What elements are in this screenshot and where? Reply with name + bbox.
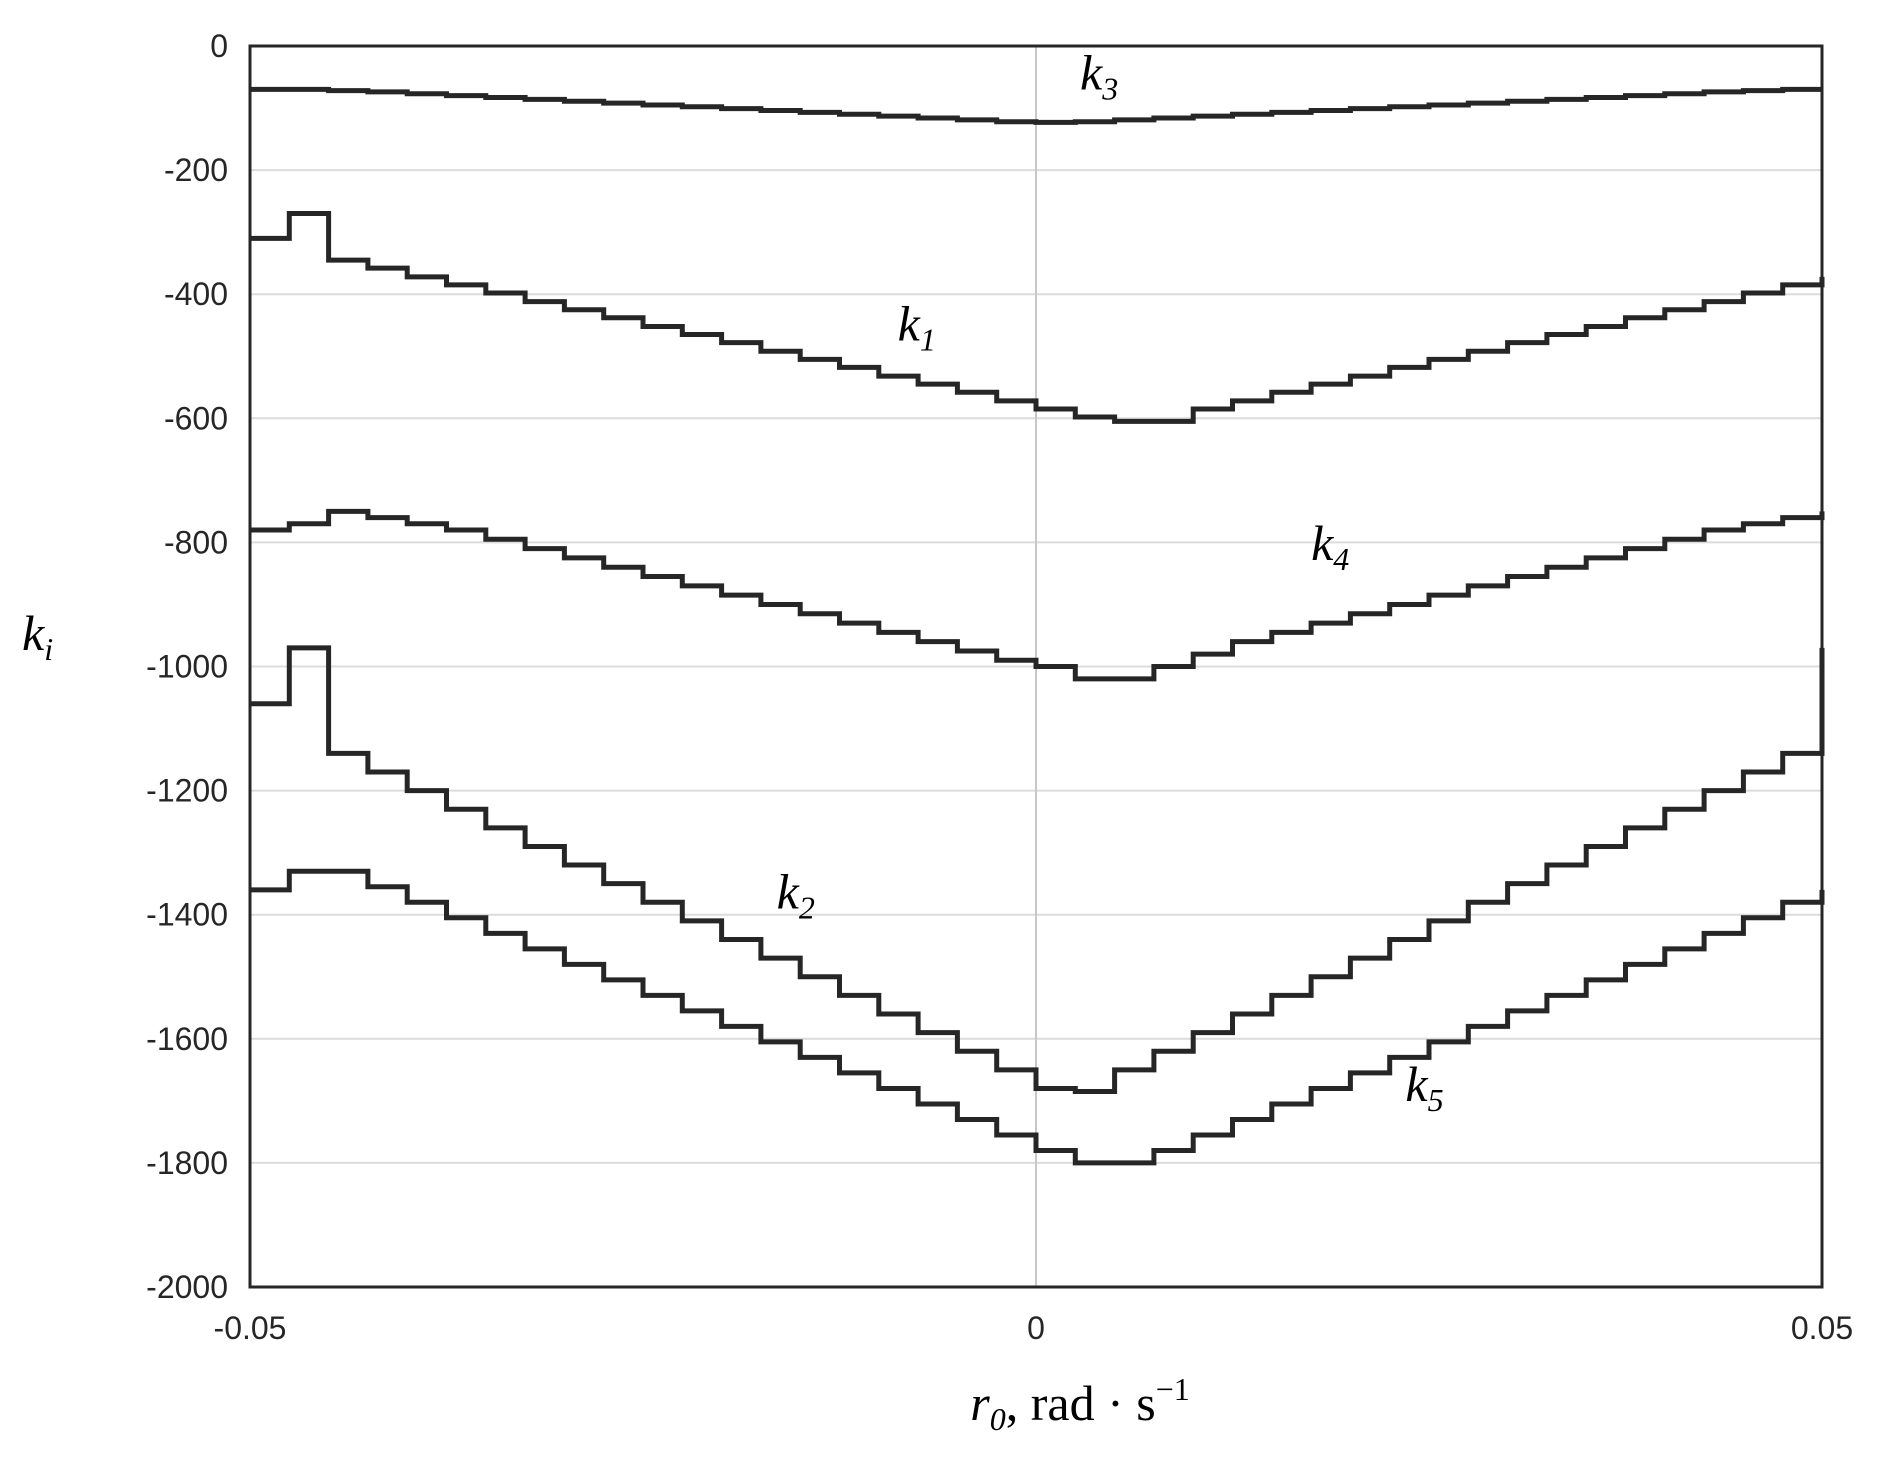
- series-k3: [250, 86, 1822, 125]
- y-tick-labels: 0 -200 -400 -600 -800 -1000 -1200 -1400 -1600 -18…: [146, 28, 228, 1305]
- series-group: [250, 86, 1825, 1166]
- y-axis-label: ki: [22, 605, 53, 667]
- x-tick-label: 0.05: [1791, 1310, 1853, 1346]
- y-tick-label: -600: [164, 400, 228, 436]
- curve-label-k4: k4: [1311, 515, 1349, 577]
- x-tick-label: 0: [1027, 1310, 1045, 1346]
- series-k5: [250, 868, 1825, 1166]
- y-tick-label: -1400: [146, 897, 228, 933]
- y-tick-label: -1000: [146, 649, 228, 685]
- series-k1: [250, 211, 1825, 424]
- y-tick-label: -1600: [146, 1021, 228, 1057]
- curve-label-k2: k2: [777, 863, 815, 925]
- x-axis-label: r0, rad · s−1: [970, 1371, 1189, 1437]
- curve-label-k1: k1: [898, 296, 936, 358]
- y-tick-label: -2000: [146, 1269, 228, 1305]
- y-tick-label: -1800: [146, 1145, 228, 1181]
- curve-labels: k1 k2 k3 k4 k5: [777, 44, 1444, 1117]
- y-tick-label: -200: [164, 152, 228, 188]
- y-tick-label: -800: [164, 524, 228, 560]
- y-tick-label: 0: [210, 28, 228, 64]
- curve-label-k5: k5: [1405, 1056, 1443, 1118]
- y-tick-label: -400: [164, 276, 228, 312]
- series-k4: [250, 508, 1825, 682]
- x-tick-labels: -0.05 0 0.05: [214, 1310, 1854, 1346]
- y-tick-label: -1200: [146, 773, 228, 809]
- x-tick-label: -0.05: [214, 1310, 287, 1346]
- plot-frame: [248, 44, 1824, 1289]
- series-k2: [250, 645, 1825, 1095]
- curve-label-k3: k3: [1080, 44, 1118, 106]
